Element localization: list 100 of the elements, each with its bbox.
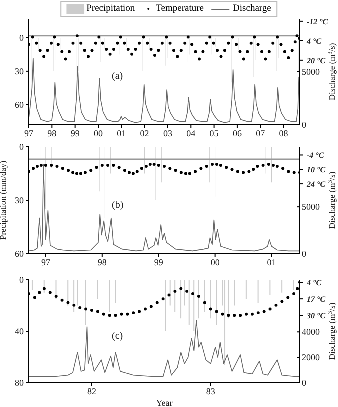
y3-tick-label: 5000 bbox=[302, 202, 320, 212]
point bbox=[282, 167, 285, 170]
point bbox=[236, 170, 240, 174]
x-tick-label: 07 bbox=[256, 128, 266, 138]
point bbox=[84, 308, 88, 311]
point bbox=[194, 170, 198, 174]
point bbox=[95, 166, 98, 170]
y-tick-label: 30 bbox=[15, 66, 24, 77]
x-tick-label: 03 bbox=[163, 128, 173, 138]
point bbox=[128, 171, 131, 174]
point bbox=[174, 169, 178, 172]
point bbox=[245, 312, 248, 316]
point bbox=[108, 314, 112, 318]
x-tick-label: 00 bbox=[94, 128, 104, 138]
point bbox=[197, 295, 200, 298]
point bbox=[272, 164, 275, 168]
point bbox=[163, 165, 166, 168]
point bbox=[239, 314, 242, 318]
point bbox=[144, 165, 148, 168]
y-tick-label: 60 bbox=[15, 100, 24, 110]
y3-tick-label: 0 bbox=[302, 378, 307, 388]
point bbox=[106, 164, 110, 168]
point bbox=[144, 308, 147, 311]
x-tick-label: 04 bbox=[186, 128, 196, 138]
point bbox=[78, 306, 82, 310]
point bbox=[140, 167, 144, 170]
y3-tick-label: 4000 bbox=[302, 327, 320, 338]
x-tick-label: 99 bbox=[70, 128, 80, 138]
point bbox=[200, 167, 203, 170]
point bbox=[209, 308, 212, 311]
y2-tick-label: 10 °C bbox=[307, 166, 326, 175]
point bbox=[233, 314, 236, 318]
point bbox=[75, 172, 78, 176]
x-tick-label: 05 bbox=[210, 128, 220, 138]
point bbox=[120, 312, 124, 316]
point bbox=[36, 165, 39, 168]
point bbox=[210, 163, 214, 166]
annotation: (b) bbox=[112, 200, 124, 211]
point bbox=[180, 287, 183, 290]
x-tick-label: 00 bbox=[210, 257, 220, 268]
point bbox=[40, 164, 43, 168]
x-tick-label: 97 bbox=[24, 128, 34, 138]
point bbox=[150, 305, 153, 308]
point bbox=[32, 167, 36, 170]
point bbox=[38, 291, 42, 294]
point bbox=[152, 163, 156, 166]
x-tick-label: 99 bbox=[154, 257, 164, 268]
point bbox=[126, 312, 130, 316]
x-tick-label: 98 bbox=[48, 128, 58, 138]
point bbox=[292, 292, 296, 296]
point bbox=[44, 164, 48, 168]
point bbox=[162, 298, 165, 301]
point bbox=[262, 310, 266, 314]
point bbox=[248, 170, 251, 174]
point bbox=[188, 172, 192, 176]
point bbox=[184, 172, 188, 176]
x-tick-label: 97 bbox=[41, 257, 51, 268]
legend-label: Precipitation bbox=[86, 4, 136, 14]
point bbox=[66, 301, 70, 304]
point bbox=[60, 298, 64, 302]
point bbox=[286, 296, 290, 300]
point bbox=[180, 171, 183, 174]
y-tick-label: 0 bbox=[20, 33, 24, 44]
point bbox=[136, 170, 139, 174]
annotation: (a) bbox=[112, 71, 124, 82]
point bbox=[287, 170, 290, 174]
y2-tick-label: 24 °C bbox=[306, 180, 326, 190]
point bbox=[50, 164, 54, 168]
point bbox=[205, 165, 208, 168]
y2-tick-label: -12 °C bbox=[307, 17, 329, 26]
point bbox=[203, 301, 206, 304]
line-series bbox=[29, 164, 300, 252]
point bbox=[242, 171, 246, 174]
point bbox=[256, 165, 260, 168]
line-series bbox=[29, 320, 300, 378]
point bbox=[256, 312, 260, 315]
point bbox=[132, 172, 135, 176]
y-tick-label: 60 bbox=[15, 249, 24, 260]
point bbox=[56, 165, 59, 168]
point bbox=[132, 312, 136, 315]
point bbox=[61, 167, 64, 170]
x-tick-label: 82 bbox=[87, 386, 96, 396]
y-tick-label: 0 bbox=[20, 142, 24, 152]
x-tick-label: 98 bbox=[98, 257, 108, 268]
point bbox=[148, 163, 152, 166]
point bbox=[252, 168, 256, 172]
point bbox=[225, 166, 228, 170]
point bbox=[114, 314, 118, 318]
x-tick-label: 83 bbox=[206, 386, 216, 396]
point bbox=[157, 164, 160, 168]
point bbox=[221, 312, 224, 316]
point bbox=[274, 304, 278, 307]
point bbox=[250, 312, 254, 316]
point bbox=[138, 310, 142, 314]
point bbox=[292, 171, 296, 174]
y2-tick-label: 17 °C bbox=[307, 295, 326, 304]
point bbox=[215, 310, 218, 314]
point bbox=[67, 169, 70, 172]
point bbox=[216, 163, 218, 166]
x-tick-label: 01 bbox=[267, 257, 276, 268]
